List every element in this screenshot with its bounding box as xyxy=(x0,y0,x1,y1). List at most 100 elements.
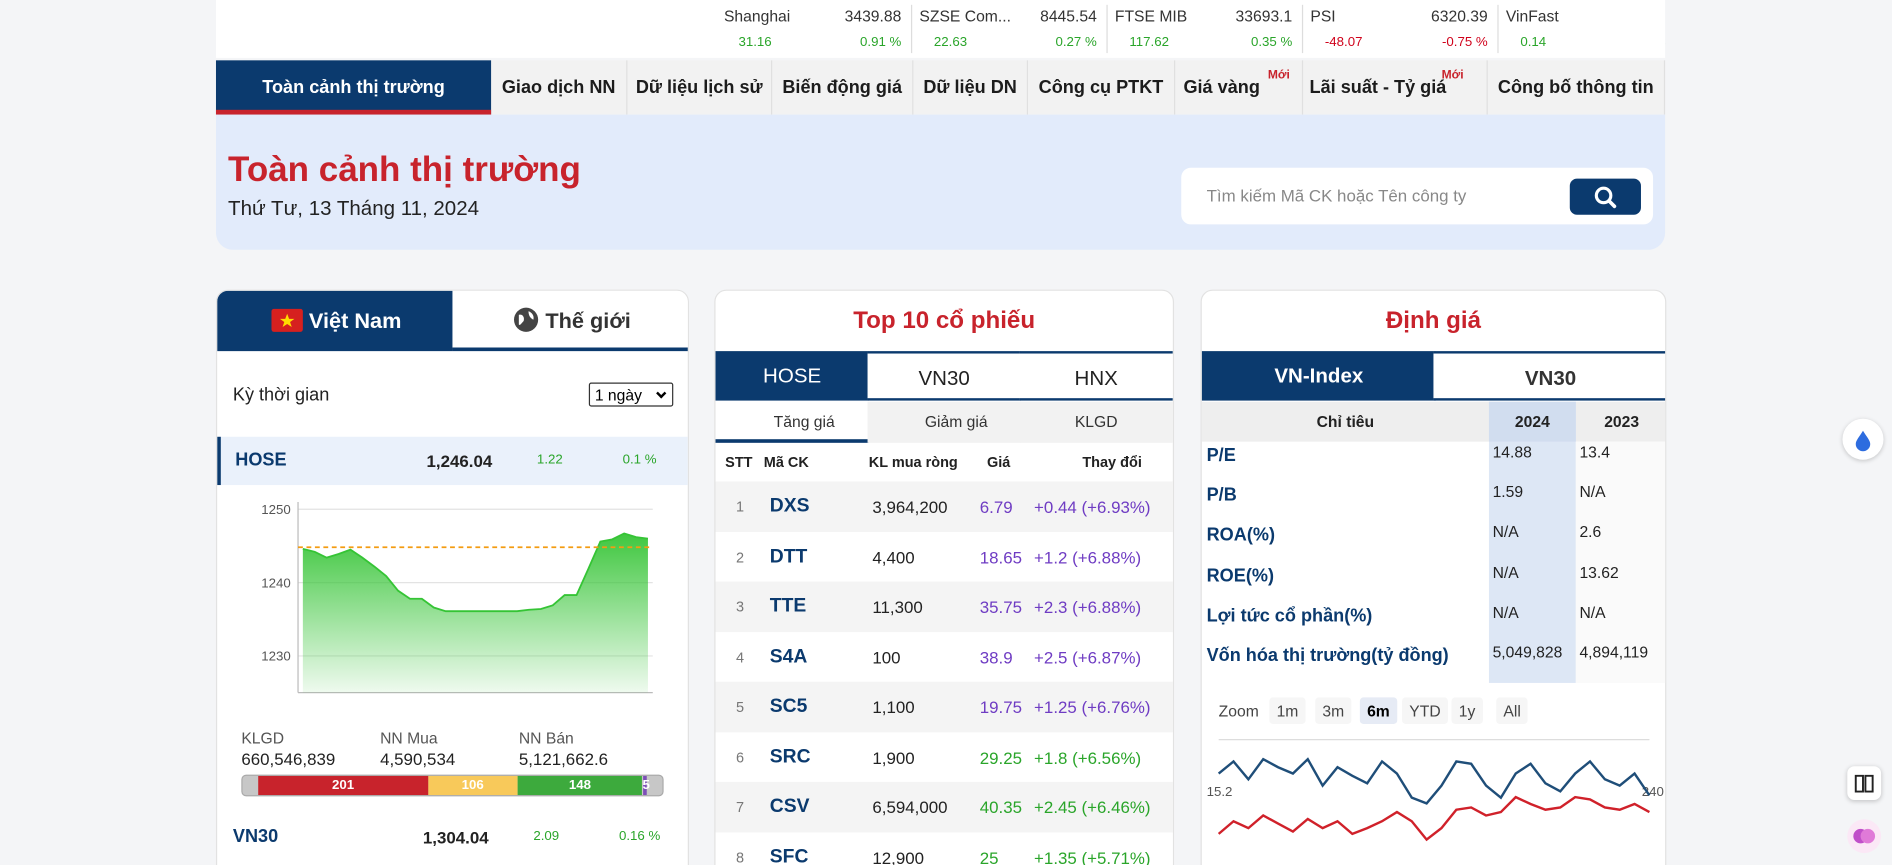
ticker-name: FTSE MIB xyxy=(1114,7,1188,26)
nav-item[interactable]: Toàn cảnh thị trường xyxy=(215,60,492,115)
sort-tab[interactable]: Tăng giá xyxy=(715,401,869,443)
float-buttons xyxy=(1840,416,1888,865)
stock-row[interactable]: 5 SC5 1,100 19.75 +1.25 (+6.76%) xyxy=(715,681,1173,732)
flag-star xyxy=(279,313,295,327)
nav-item[interactable]: Công bố thông tin xyxy=(1488,60,1666,115)
ticker-percent: 0.91 % xyxy=(860,34,902,50)
nav-item[interactable]: Dữ liệu lịch sử xyxy=(627,60,773,115)
column-header: Giá xyxy=(986,453,1011,471)
nav-item[interactable]: Công cụ PTKT xyxy=(1028,60,1176,115)
stock-row[interactable]: 1 DXS 3,964,200 6.79 +0.44 (+6.93%) xyxy=(715,481,1173,532)
stock-row[interactable]: 2 DTT 4,400 18.65 +1.2 (+6.88%) xyxy=(715,531,1173,582)
exchange-tab[interactable]: HOSE xyxy=(715,351,869,401)
stock-row[interactable]: 7 CSV 6,594,000 40.35 +2.45 (+6.46%) xyxy=(715,781,1173,832)
breadth-bar: 201 106 148 5 xyxy=(241,774,664,797)
breadth-segment: 5 xyxy=(642,775,650,796)
exchange-tab[interactable]: VN30 xyxy=(867,351,1021,401)
change: +2.5 (+6.87%) xyxy=(1034,647,1142,667)
price: 18.65 xyxy=(979,547,1023,567)
nav-item[interactable]: Giao dịch NN xyxy=(491,60,628,115)
stat-value: 4,590,534 xyxy=(380,749,456,769)
hose-chart: 1250 1240 1230 xyxy=(217,490,688,707)
metric-2023: 13.4 xyxy=(1579,442,1610,461)
valuation-chart: 15.2 240 xyxy=(1202,731,1665,865)
rank: 6 xyxy=(736,748,745,766)
index-tab[interactable]: VN-Index xyxy=(1201,351,1436,401)
ticker-code: SC5 xyxy=(769,696,808,717)
index-change: 2.09 xyxy=(533,828,560,844)
ticker-name: SZSE Com... xyxy=(919,7,1011,26)
region-tab[interactable]: Thế giới xyxy=(452,290,688,352)
zoom-button[interactable]: 1m xyxy=(1269,697,1306,724)
nav-item[interactable]: Dữ liệu DN xyxy=(913,60,1029,115)
zoom-option: 1m xyxy=(1276,702,1299,721)
zoom-button[interactable]: 3m xyxy=(1315,697,1352,724)
sort-label: KLGD xyxy=(1074,412,1118,431)
rank: 7 xyxy=(736,798,745,816)
index-tab[interactable]: VN30 xyxy=(1433,351,1666,401)
book-button[interactable] xyxy=(1847,766,1882,800)
exchange-tab[interactable]: HNX xyxy=(1019,351,1173,401)
price: 35.75 xyxy=(979,597,1023,617)
ai-icon xyxy=(1855,430,1871,452)
nav-label: Biến động giá xyxy=(782,77,903,98)
nav-item[interactable]: Lãi suất - Tỷ giá Mới xyxy=(1303,60,1488,115)
stock-row[interactable]: 8 SFC 12,900 25 +1.35 (+5.71%) xyxy=(715,831,1173,865)
search-placeholder: Tìm kiếm Mã CK hoặc Tên công ty xyxy=(1206,185,1467,206)
ticker-code: CSV xyxy=(769,796,810,817)
stat-value: 5,121,662.6 xyxy=(518,749,609,769)
metric-label: ROA(%) xyxy=(1206,525,1275,546)
col-2024-bg xyxy=(1488,401,1576,683)
stock-row[interactable]: 3 TTE 11,300 35.75 +2.3 (+6.88%) xyxy=(715,581,1173,632)
nav-item[interactable]: Giá vàng Mới xyxy=(1175,60,1304,115)
index-row[interactable]: HOSE 1,246.04 1.22 0.1 % xyxy=(217,436,688,486)
y2-tick-label: 240 xyxy=(1642,784,1664,799)
period-select[interactable]: 1 ngày xyxy=(588,382,674,407)
metric-2024: 5,049,828 xyxy=(1492,643,1563,662)
stock-row[interactable]: 4 S4A 100 38.9 +2.5 (+6.87%) xyxy=(715,631,1173,682)
index-row[interactable]: VN30 1,304.04 2.09 0.16 % xyxy=(217,813,688,861)
search-button[interactable] xyxy=(1569,178,1641,215)
index-percent: 0.16 % xyxy=(618,828,661,844)
series-line xyxy=(1217,795,1650,842)
sort-tab[interactable]: KLGD xyxy=(1019,401,1173,443)
metric-2024: N/A xyxy=(1492,562,1519,582)
line xyxy=(302,532,649,613)
net-volume: 100 xyxy=(872,647,901,667)
column-header: 2024 xyxy=(1514,412,1550,431)
nav-label: Công bố thông tin xyxy=(1497,77,1654,98)
sort-tab[interactable]: Giảm giá xyxy=(867,401,1021,443)
search-box[interactable]: Tìm kiếm Mã CK hoặc Tên công ty xyxy=(1181,167,1654,225)
page-date: Thứ Tư, 13 Tháng 11, 2024 xyxy=(228,196,480,220)
ai-button[interactable] xyxy=(1842,418,1884,460)
zoom-button[interactable]: YTD xyxy=(1402,697,1448,724)
nav-item[interactable]: Biến động giá xyxy=(772,60,914,115)
metric-2023: 4,894,119 xyxy=(1579,643,1649,662)
ticker-code: S4A xyxy=(769,646,808,667)
zoom-button[interactable]: 6m xyxy=(1359,697,1397,724)
globe-icon xyxy=(513,306,540,333)
brain-button[interactable] xyxy=(1847,819,1882,854)
rank: 2 xyxy=(736,548,745,566)
nav-badge: Mới xyxy=(1441,68,1464,83)
metric-2023: N/A xyxy=(1579,603,1606,622)
zoom-option: YTD xyxy=(1409,702,1441,721)
stock-row[interactable]: 6 SRC 1,900 29.25 +1.8 (+6.56%) xyxy=(715,731,1173,782)
index-tab-label: VN-Index xyxy=(1274,364,1364,388)
region-tab[interactable]: Việt Nam xyxy=(217,290,453,352)
ticker-change: 0.14 xyxy=(1520,34,1547,50)
metric-2024: 1.59 xyxy=(1492,482,1524,501)
nav-label: Giá vàng xyxy=(1183,77,1260,98)
metric-2023: N/A xyxy=(1579,482,1606,501)
ticker-separator xyxy=(1301,4,1304,54)
ticker-percent: 3.5 xyxy=(1578,35,1666,49)
zoom-button[interactable]: All xyxy=(1496,697,1529,724)
col-2024-head xyxy=(1488,401,1576,442)
nav-badge: Mới xyxy=(1267,68,1290,83)
hose-chart-svg: 1250 1240 1230 xyxy=(261,501,653,694)
stat-label: KLGD xyxy=(241,728,285,747)
zoom-button[interactable]: 1y xyxy=(1451,697,1483,724)
period-option: 1 ngày xyxy=(594,386,642,405)
rank: 4 xyxy=(736,648,745,666)
